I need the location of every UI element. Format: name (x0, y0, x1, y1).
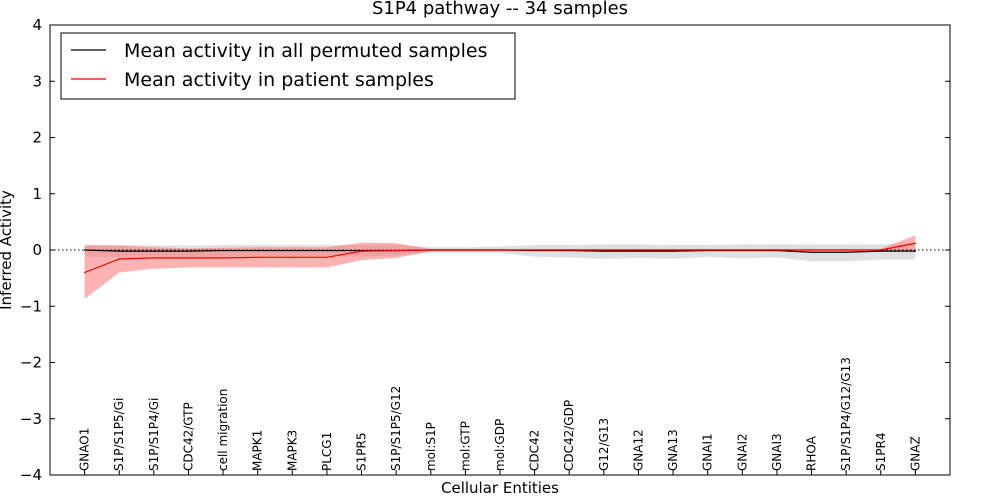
plot-frame (49, 24, 951, 476)
line-patient-point-3 (187, 257, 190, 259)
legend: Mean activity in all permuted samples Me… (60, 32, 516, 100)
y-axis-label: Inferred Activity (0, 190, 15, 310)
x-category-label-19: GNAI2 (735, 433, 749, 471)
x-category-label-14: CDC42/GDP (562, 400, 576, 471)
line-permuted-point-15 (603, 250, 605, 252)
x-category-label-4: cell migration (216, 389, 230, 471)
line-patient-point-15 (603, 249, 605, 251)
x-category-label-3: CDC42/GTP (181, 402, 195, 471)
line-permuted-point-23 (880, 250, 882, 252)
line-patient-point-22 (845, 249, 847, 251)
band-patient (84, 235, 916, 299)
x-axis-label: Cellular Entities (441, 479, 559, 497)
line-patient-point-9 (395, 249, 397, 252)
x-category-label-15: G12/G13 (597, 418, 611, 471)
line-permuted-point-6 (291, 249, 293, 252)
x-category-label-1: S1P/S1P5/Gi (112, 398, 126, 471)
line-patient-point-8 (360, 250, 363, 252)
line-patient-point-19 (741, 249, 743, 251)
line-patient-point-7 (326, 256, 328, 258)
y-tick-label-4: 0 (32, 241, 42, 259)
x-category-label-9: S1P/S1P5/G12 (389, 386, 403, 471)
x-category-label-13: CDC42 (528, 430, 542, 471)
x-category-label-2: S1P/S1P4/Gi (147, 398, 161, 471)
x-category-label-0: GNAO1 (78, 428, 92, 471)
y-tick-label-1: −3 (20, 410, 42, 428)
line-patient-point-2 (153, 257, 155, 259)
line-patient-point-0 (84, 271, 86, 274)
x-category-label-6: MAPK3 (285, 430, 299, 471)
x-category-label-10: mol:S1P (424, 422, 438, 471)
line-permuted-point-21 (810, 251, 813, 253)
x-category-label-18: GNAI1 (701, 433, 715, 471)
x-category-label-11: mol:GTP (458, 421, 472, 471)
legend-box (60, 32, 516, 100)
x-category-label-23: S1PR4 (874, 433, 888, 471)
line-patient-point-23 (880, 249, 882, 251)
line-permuted-point-17 (672, 250, 674, 252)
series-lines (84, 242, 916, 274)
line-permuted-point-24 (914, 250, 916, 252)
legend-label-permuted: Mean activity in all permuted samples (124, 40, 487, 62)
line-patient-point-17 (672, 249, 674, 251)
line-patient-point-6 (291, 256, 293, 258)
line-permuted-point-4 (222, 249, 224, 252)
y-tick-label-7: 3 (32, 72, 42, 90)
y-tick-label-6: 2 (32, 129, 42, 147)
line-patient-point-5 (257, 256, 259, 258)
x-category-label-20: GNAI3 (770, 433, 784, 471)
line-patient-point-20 (776, 249, 778, 251)
chart-title: S1P4 pathway -- 34 samples (372, 0, 628, 19)
x-category-label-24: GNAZ (908, 436, 922, 471)
x-category-label-7: PLCG1 (320, 432, 334, 471)
line-patient-point-12 (499, 249, 501, 251)
line-permuted-point-7 (326, 249, 328, 252)
x-category-label-21: RHOA (805, 435, 819, 471)
line-permuted-point-3 (187, 250, 190, 252)
x-category-label-5: MAPK1 (251, 430, 265, 471)
line-patient-point-4 (222, 257, 224, 259)
x-category-label-8: S1PR5 (355, 433, 369, 471)
legend-label-patient: Mean activity in patient samples (124, 69, 434, 91)
line-permuted-point-1 (118, 250, 120, 252)
x-category-labels: GNAO1 S1P/S1P5/Gi S1P/S1P4/Gi CDC42/GTP cell… (78, 357, 922, 475)
line-permuted-point-2 (153, 250, 155, 252)
line-permuted-point-5 (257, 249, 259, 252)
line-patient-point-11 (464, 249, 466, 251)
x-category-label-16: GNA12 (631, 429, 645, 471)
line-patient-point-13 (534, 249, 536, 251)
x-category-label-17: GNA13 (666, 429, 680, 471)
line-patient-point-14 (568, 249, 570, 251)
y-tick-label-0: −4 (20, 466, 42, 484)
line-patient-point-10 (430, 249, 432, 251)
line-permuted-point-0 (84, 249, 86, 251)
x-category-label-12: mol:GDP (493, 419, 507, 471)
y-tick-label-2: −2 (20, 354, 42, 372)
line-patient-point-16 (637, 249, 640, 251)
line-patient-point-1 (118, 258, 120, 260)
line-permuted-point-16 (637, 250, 640, 252)
line-permuted-point-22 (845, 251, 847, 253)
y-tick-label-8: 4 (32, 16, 42, 34)
x-category-label-22: S1P/S1P4/G12/G13 (839, 357, 853, 471)
line-patient-point-18 (707, 249, 709, 251)
y-tick-label-5: 1 (32, 185, 42, 203)
y-tick-label-3: −1 (20, 297, 42, 315)
line-patient-point-21 (810, 249, 813, 251)
line-patient-point-24 (914, 242, 916, 244)
